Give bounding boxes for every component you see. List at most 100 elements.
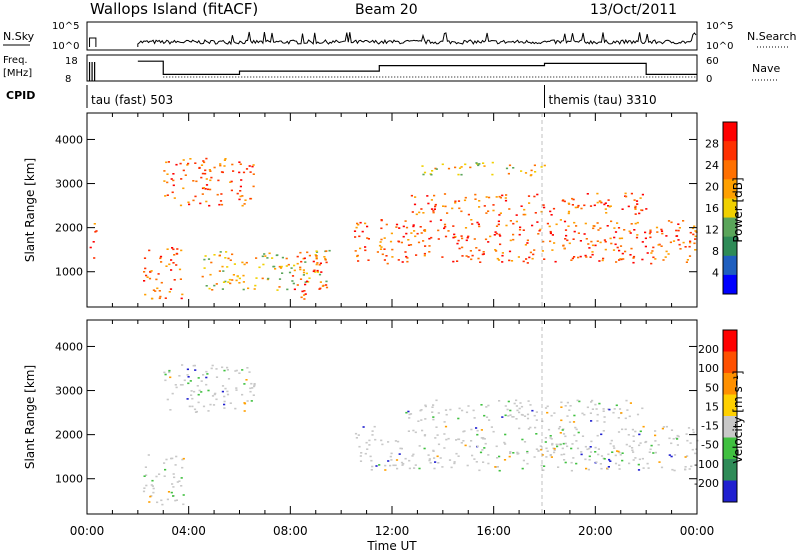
- echo-cell: [240, 179, 243, 181]
- echo-cell: [389, 455, 392, 458]
- echo-cell: [464, 444, 467, 447]
- echo-cell: [677, 229, 680, 232]
- echo-cell: [684, 246, 687, 248]
- echo-cell: [223, 159, 226, 161]
- cpid-segments: tau (fast) 503 themis (tau) 3310: [86, 85, 657, 108]
- velocity-colorbar-tick: -15: [701, 420, 719, 433]
- echo-cell: [173, 279, 176, 281]
- echo-cell: [251, 387, 254, 389]
- echo-cell: [227, 378, 231, 380]
- echo-cell: [146, 276, 149, 278]
- echo-cell: [484, 442, 487, 445]
- echo-cell: [570, 469, 573, 472]
- echo-cell: [444, 225, 447, 228]
- echo-cell: [518, 427, 521, 430]
- echo-cell: [423, 254, 426, 257]
- echo-cell: [559, 219, 562, 221]
- echo-cell: [540, 464, 543, 467]
- echo-cell: [573, 221, 576, 224]
- echo-cell: [405, 255, 408, 258]
- echo-cell: [406, 257, 409, 259]
- echo-cell: [469, 166, 472, 169]
- echo-cell: [379, 241, 382, 243]
- echo-cell: [693, 225, 696, 228]
- echo-cell: [182, 159, 185, 161]
- echo-cell: [222, 281, 226, 283]
- echo-cell: [607, 199, 610, 201]
- echo-cell: [354, 432, 358, 435]
- echo-cell: [524, 172, 528, 174]
- echo-cell: [404, 251, 407, 253]
- echo-cell: [642, 467, 645, 469]
- echo-cell: [296, 262, 299, 265]
- echo-cell: [495, 445, 498, 448]
- echo-cell: [233, 263, 236, 265]
- echo-cell: [591, 253, 594, 256]
- echo-cell: [499, 235, 502, 237]
- power-colorbar-tick: 20: [705, 181, 719, 194]
- echo-cell: [435, 426, 438, 428]
- echo-cell: [525, 258, 528, 260]
- echo-cell: [416, 232, 419, 235]
- echo-cell: [433, 467, 436, 470]
- echo-cell: [465, 239, 468, 242]
- echo-cell: [280, 265, 283, 268]
- echo-cell: [367, 259, 370, 261]
- echo-cell: [364, 452, 367, 455]
- echo-cell: [593, 225, 596, 227]
- echo-cell: [418, 445, 421, 447]
- echo-cell: [568, 242, 571, 245]
- echo-cell: [430, 173, 433, 176]
- echo-cell: [223, 407, 226, 409]
- echo-cell: [249, 390, 252, 393]
- echo-cell: [496, 466, 499, 468]
- echo-cell: [508, 208, 511, 210]
- echo-cell: [383, 259, 386, 261]
- echo-cell: [231, 253, 234, 256]
- echo-cell: [215, 283, 218, 285]
- echo-cell: [505, 167, 509, 170]
- echo-cell: [218, 270, 221, 272]
- echo-cell: [591, 244, 595, 247]
- echo-cell: [209, 179, 212, 182]
- echo-cell: [483, 414, 486, 417]
- echo-cell: [657, 444, 660, 446]
- echo-cell: [629, 402, 632, 404]
- echo-cell: [371, 465, 374, 468]
- echo-cell: [432, 404, 435, 406]
- echo-cell: [420, 419, 423, 421]
- echo-cell: [622, 258, 625, 260]
- echo-cell: [518, 233, 521, 236]
- echo-cell: [512, 222, 515, 225]
- echo-cell: [238, 277, 241, 280]
- echo-cell: [660, 230, 664, 232]
- echo-cell: [164, 373, 167, 376]
- echo-cell: [535, 419, 538, 421]
- echo-cell: [508, 259, 511, 262]
- echo-cell: [596, 201, 599, 204]
- echo-cell: [660, 228, 663, 231]
- echo-cell: [379, 248, 383, 250]
- echo-cell: [530, 169, 533, 172]
- echo-cell: [395, 459, 399, 461]
- echo-cell: [227, 257, 230, 260]
- time-tick-label: 20:00: [578, 524, 613, 538]
- echo-cell: [171, 483, 174, 485]
- echo-cell: [504, 199, 508, 202]
- echo-cell: [458, 247, 461, 250]
- echo-cell: [631, 449, 634, 452]
- echo-cell: [467, 213, 470, 216]
- echo-cell: [220, 203, 224, 206]
- echo-cell: [300, 260, 303, 263]
- echo-cell: [239, 185, 242, 188]
- echo-cell: [181, 384, 184, 386]
- echo-cell: [536, 193, 539, 196]
- echo-cell: [487, 454, 490, 456]
- echo-cell: [631, 447, 634, 449]
- echo-cell: [642, 425, 645, 428]
- echo-cell: [478, 469, 481, 472]
- echo-cell: [474, 193, 477, 196]
- echo-cell: [304, 293, 307, 295]
- echo-cell: [591, 408, 594, 410]
- echo-cell: [401, 464, 404, 466]
